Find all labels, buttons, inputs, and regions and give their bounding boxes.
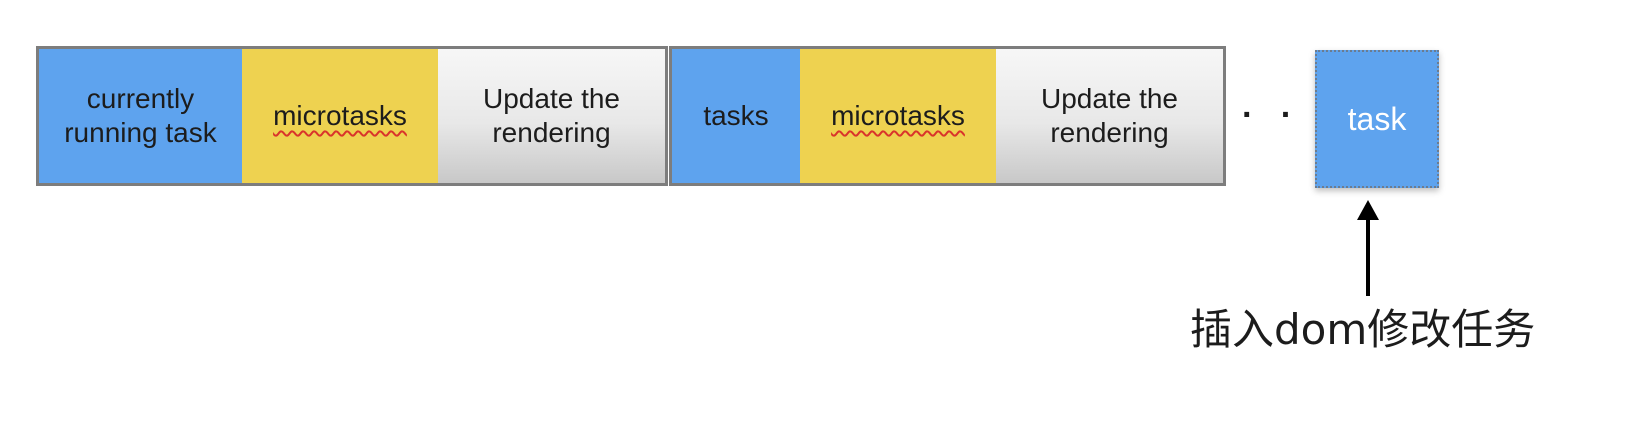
update-rendering-label: Update the rendering xyxy=(483,83,620,148)
microtasks-label: microtasks xyxy=(831,100,965,131)
insert-dom-task-caption: 插入dom修改任务 xyxy=(1190,305,1536,354)
current-task-label: currently running task xyxy=(64,83,217,148)
update-rendering-label: Update the rendering xyxy=(1041,83,1178,148)
microtasks-block: microtasks xyxy=(242,49,438,183)
tasks-block: tasks xyxy=(672,49,800,183)
up-arrow-icon xyxy=(1357,200,1379,296)
inserted-task-block: task xyxy=(1315,50,1439,188)
event-loop-frame-1: currently running task microtasks Update… xyxy=(36,46,668,186)
update-rendering-block: Update the rendering xyxy=(996,49,1223,183)
microtasks-block: microtasks xyxy=(800,49,996,183)
current-task-block: currently running task xyxy=(39,49,242,183)
update-rendering-block: Update the rendering xyxy=(438,49,665,183)
inserted-task-label: task xyxy=(1347,100,1407,137)
event-loop-frame-2: tasks microtasks Update the rendering xyxy=(669,46,1226,186)
microtasks-label: microtasks xyxy=(273,100,407,131)
tasks-label: tasks xyxy=(703,100,769,131)
